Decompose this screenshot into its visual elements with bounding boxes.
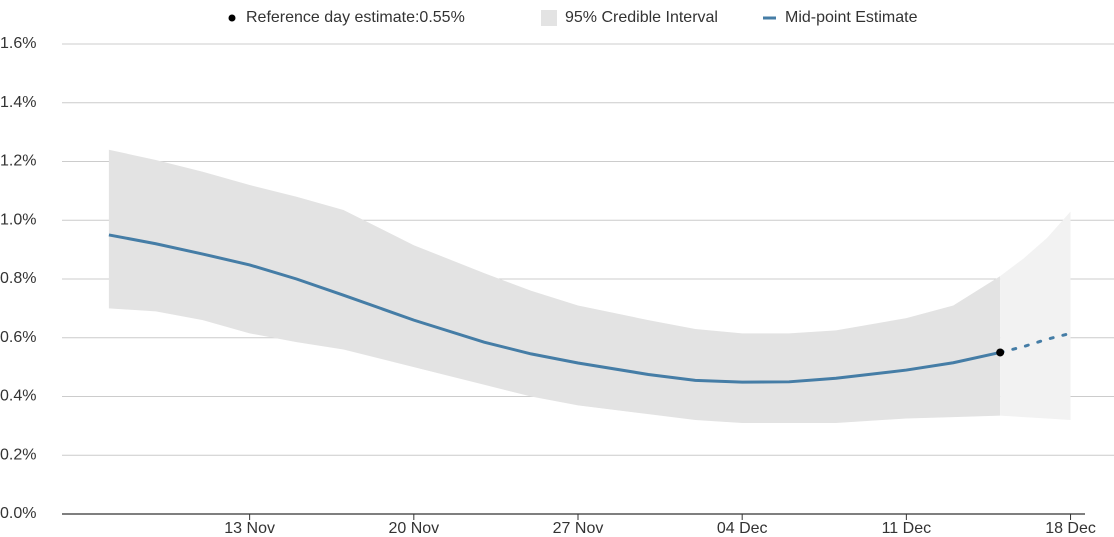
- x-tick-label: 18 Dec: [1045, 520, 1096, 537]
- y-tick-label: 1.6%: [0, 35, 36, 52]
- x-tick-label: 11 Dec: [882, 520, 932, 537]
- x-tick-label: 20 Nov: [388, 520, 439, 537]
- x-tick-label: 27 Nov: [553, 520, 604, 537]
- x-tick-label: 04 Dec: [717, 520, 768, 537]
- legend-label: Mid-point Estimate: [785, 9, 918, 26]
- y-tick-label: 0.0%: [0, 505, 36, 522]
- y-tick-label: 1.4%: [0, 94, 36, 111]
- credible-interval: [108, 149, 1001, 423]
- reference-point: [996, 348, 1005, 357]
- y-tick-label: 1.2%: [0, 153, 36, 170]
- legend-label: Reference day estimate:0.55%: [246, 9, 465, 26]
- legend-label: 95% Credible Interval: [565, 9, 718, 26]
- legend-marker: [541, 10, 557, 26]
- x-tick-label: 13 Nov: [224, 520, 275, 537]
- y-tick-label: 1.0%: [0, 211, 36, 228]
- y-tick-label: 0.4%: [0, 388, 36, 405]
- credible-interval-future: [1000, 211, 1071, 420]
- y-tick-label: 0.6%: [0, 329, 36, 346]
- y-tick-label: 0.8%: [0, 270, 36, 287]
- mid-line-projection: [998, 331, 1073, 354]
- legend-marker: [228, 14, 236, 22]
- y-tick-label: 0.2%: [0, 446, 36, 463]
- mid-line: [108, 233, 1001, 384]
